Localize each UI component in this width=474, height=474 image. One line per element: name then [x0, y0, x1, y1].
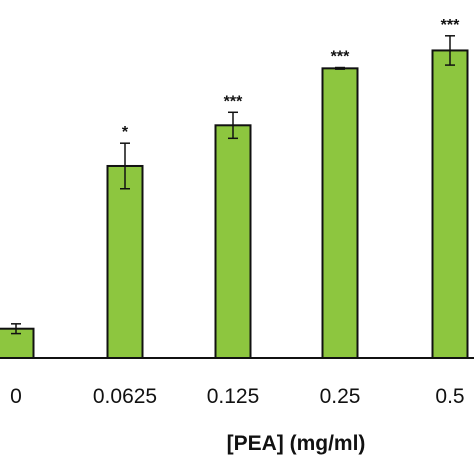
error-bar-2: [228, 111, 238, 140]
error-bar-4: [445, 35, 455, 66]
error-bar-3: [335, 66, 345, 70]
bar-1: [106, 164, 144, 359]
significance-label-2: ***: [224, 93, 243, 110]
x-tick-label-2: 0.125: [207, 385, 260, 408]
x-tick-label-0: 0: [10, 385, 22, 408]
x-tick-label-1: 0.0625: [93, 385, 157, 408]
bar-4: [431, 49, 469, 359]
x-axis-title: [PEA] (mg/ml): [227, 432, 366, 455]
bar-2: [214, 124, 252, 359]
x-tick-label-3: 0.25: [320, 385, 361, 408]
bar-3: [321, 67, 359, 359]
error-bar-0: [11, 323, 21, 335]
significance-label-3: ***: [331, 49, 350, 66]
bars-layer: **********: [0, 17, 469, 359]
error-bar-1: [120, 142, 130, 190]
significance-label-4: ***: [441, 17, 460, 34]
x-tick-label-4: 0.5: [435, 385, 464, 408]
significance-label-1: *: [122, 124, 129, 141]
x-tick-labels: 0 0.0625 0.125 0.25 0.5: [10, 385, 464, 408]
